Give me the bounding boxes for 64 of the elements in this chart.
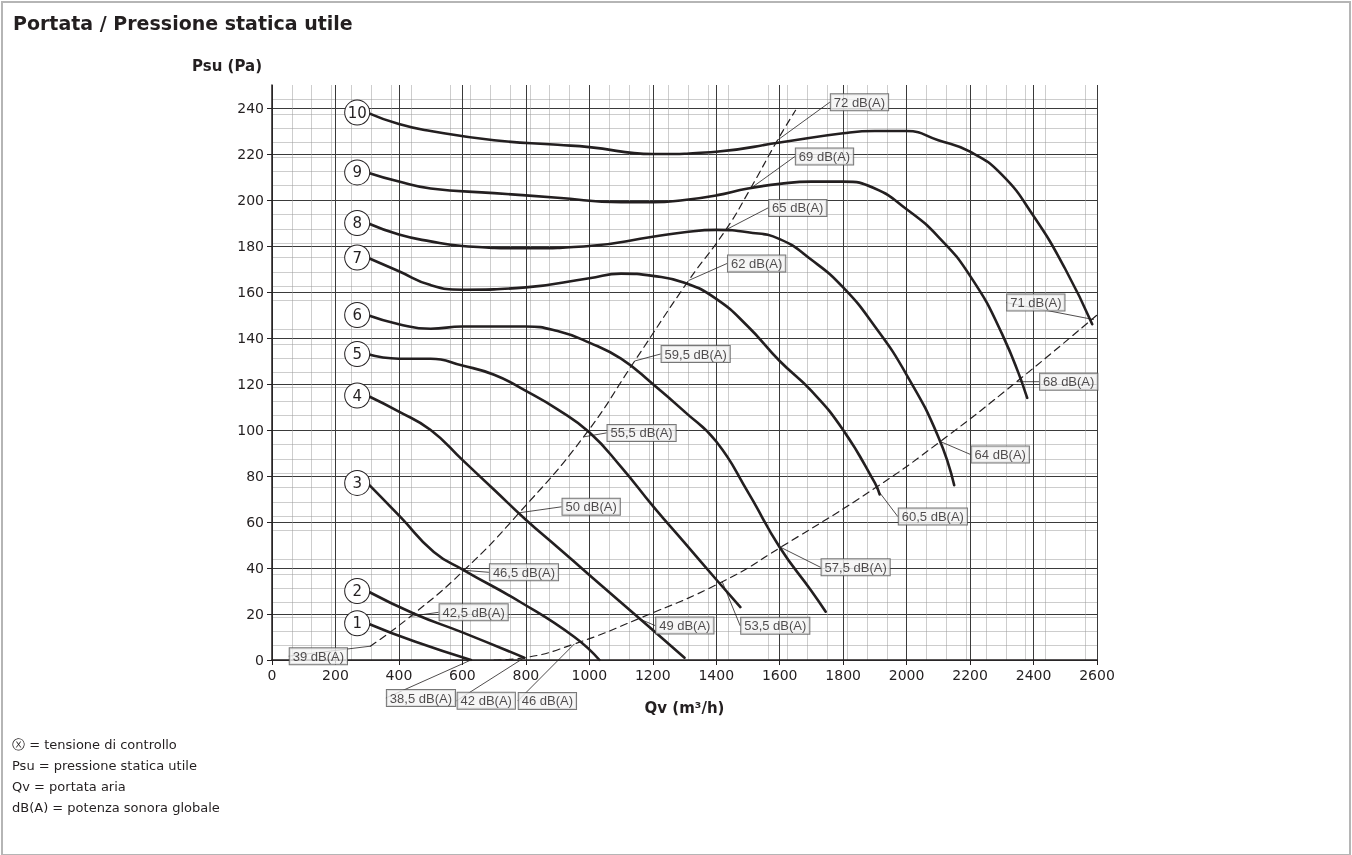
annotation: 65 dB(A) xyxy=(772,200,824,216)
x-tick-label: 0 xyxy=(267,667,277,683)
x-tick-label: 2000 xyxy=(888,667,925,683)
text: Qv = portata aria xyxy=(12,778,127,796)
text: dB(A) = potenza sonora globale xyxy=(12,799,220,817)
x-tick-label: 1200 xyxy=(634,667,671,683)
annotation: 68 dB(A) xyxy=(1043,374,1095,390)
x-tick-label: 2200 xyxy=(952,667,988,683)
annotation: 57,5 dB(A) xyxy=(824,559,887,575)
y-tick-label: 220 xyxy=(237,146,264,162)
y-tick-label: 180 xyxy=(237,238,264,254)
annotation: 50 dB(A) xyxy=(565,499,617,515)
legend-label: 1 xyxy=(352,614,362,633)
x-tick-label: 2600 xyxy=(1079,667,1115,683)
y-tick-label: 80 xyxy=(246,468,264,484)
annotation: 60,5 dB(A) xyxy=(901,509,964,524)
annotation: 71 dB(A) xyxy=(1010,295,1062,311)
x-tick-label: 1800 xyxy=(825,667,861,683)
y-tick-label: 160 xyxy=(237,284,264,300)
y-tick-label: 100 xyxy=(237,422,264,438)
x-axis-title: Qv (m³/h) xyxy=(644,698,725,717)
series-label: 2 xyxy=(352,582,362,600)
x-tick-label: 1400 xyxy=(698,667,735,683)
annotation: 38,5 dB(A) xyxy=(389,690,453,706)
y-tick-label: 0 xyxy=(255,652,264,668)
x-tick-label: 1600 xyxy=(761,667,798,683)
annotation: 42 dB(A) xyxy=(460,693,512,709)
x-tick-label: 600 xyxy=(449,667,476,683)
annotation: 72 dB(A) xyxy=(833,94,886,110)
y-tick-label: 20 xyxy=(246,606,264,622)
series-label: 5 xyxy=(352,345,362,364)
chart-title: Portata / Pressione statica utile xyxy=(13,11,353,34)
annotation: 53,5 dB(A) xyxy=(744,618,807,634)
annotation: 62 dB(A) xyxy=(730,256,783,271)
annotation: 46,5 dB(A) xyxy=(492,564,556,580)
x-tick-label: 200 xyxy=(322,667,349,683)
annotation: 55,5 dB(A) xyxy=(610,425,673,441)
series-label: 6 xyxy=(352,306,362,324)
series-label: 3 xyxy=(352,473,362,492)
annotation: 69 dB(A) xyxy=(798,149,851,164)
y-tick-label: 120 xyxy=(237,376,264,392)
x-tick-label: 1000 xyxy=(571,667,608,683)
y-tick-label: 60 xyxy=(246,514,264,530)
text: Psu = pressione statica utile xyxy=(12,757,198,775)
series-label: 9 xyxy=(352,163,362,182)
series-label: 10 xyxy=(347,103,367,122)
y-tick-label: 200 xyxy=(237,192,264,208)
annotation: 42,5 dB(A) xyxy=(442,604,505,620)
legend-label: 7 xyxy=(352,248,362,267)
text: ⓧ = tensione di controllo xyxy=(12,736,178,754)
series-label: 8 xyxy=(352,214,362,232)
annotation: 46 dB(A) xyxy=(521,693,574,709)
x-tick-label: 2400 xyxy=(1015,667,1052,683)
y-tick-label: 140 xyxy=(237,330,264,346)
x-tick-label: 800 xyxy=(512,667,540,683)
annotation: 39 dB(A) xyxy=(292,648,345,664)
annotation: 64 dB(A) xyxy=(974,447,1026,462)
annotation: 59,5 dB(A) xyxy=(664,346,727,362)
y-tick-label: 40 xyxy=(246,560,264,576)
y-tick-label: 240 xyxy=(237,100,264,116)
annotation: 49 dB(A) xyxy=(659,618,711,634)
series-label: 4 xyxy=(352,386,362,405)
y-axis-title: Psu (Pa) xyxy=(192,56,262,75)
x-tick-label: 400 xyxy=(385,667,413,683)
